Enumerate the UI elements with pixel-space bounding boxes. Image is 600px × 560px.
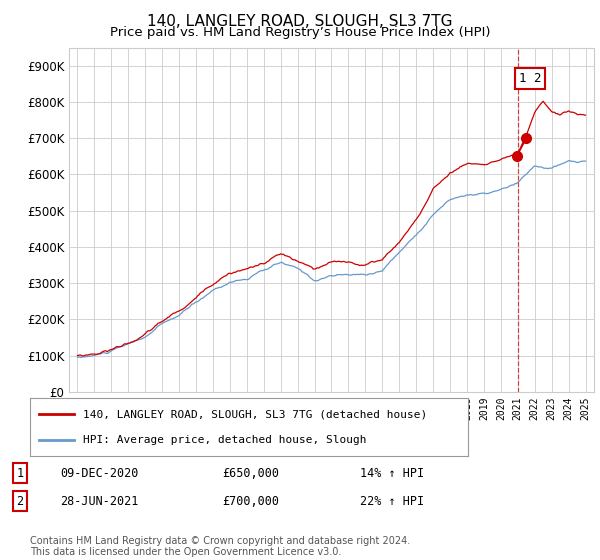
Text: 140, LANGLEY ROAD, SLOUGH, SL3 7TG (detached house): 140, LANGLEY ROAD, SLOUGH, SL3 7TG (deta… <box>83 409 427 419</box>
Text: Price paid vs. HM Land Registry’s House Price Index (HPI): Price paid vs. HM Land Registry’s House … <box>110 26 490 39</box>
Text: 1: 1 <box>16 466 23 480</box>
Text: 2: 2 <box>16 494 23 508</box>
Text: Contains HM Land Registry data © Crown copyright and database right 2024.
This d: Contains HM Land Registry data © Crown c… <box>30 535 410 557</box>
Text: 28-JUN-2021: 28-JUN-2021 <box>60 494 139 508</box>
Text: 14% ↑ HPI: 14% ↑ HPI <box>360 466 424 480</box>
Text: 140, LANGLEY ROAD, SLOUGH, SL3 7TG: 140, LANGLEY ROAD, SLOUGH, SL3 7TG <box>147 14 453 29</box>
Text: 09-DEC-2020: 09-DEC-2020 <box>60 466 139 480</box>
Text: HPI: Average price, detached house, Slough: HPI: Average price, detached house, Slou… <box>83 435 366 445</box>
Text: 22% ↑ HPI: 22% ↑ HPI <box>360 494 424 508</box>
Text: £700,000: £700,000 <box>222 494 279 508</box>
Text: £650,000: £650,000 <box>222 466 279 480</box>
Text: 1 2: 1 2 <box>518 72 541 85</box>
